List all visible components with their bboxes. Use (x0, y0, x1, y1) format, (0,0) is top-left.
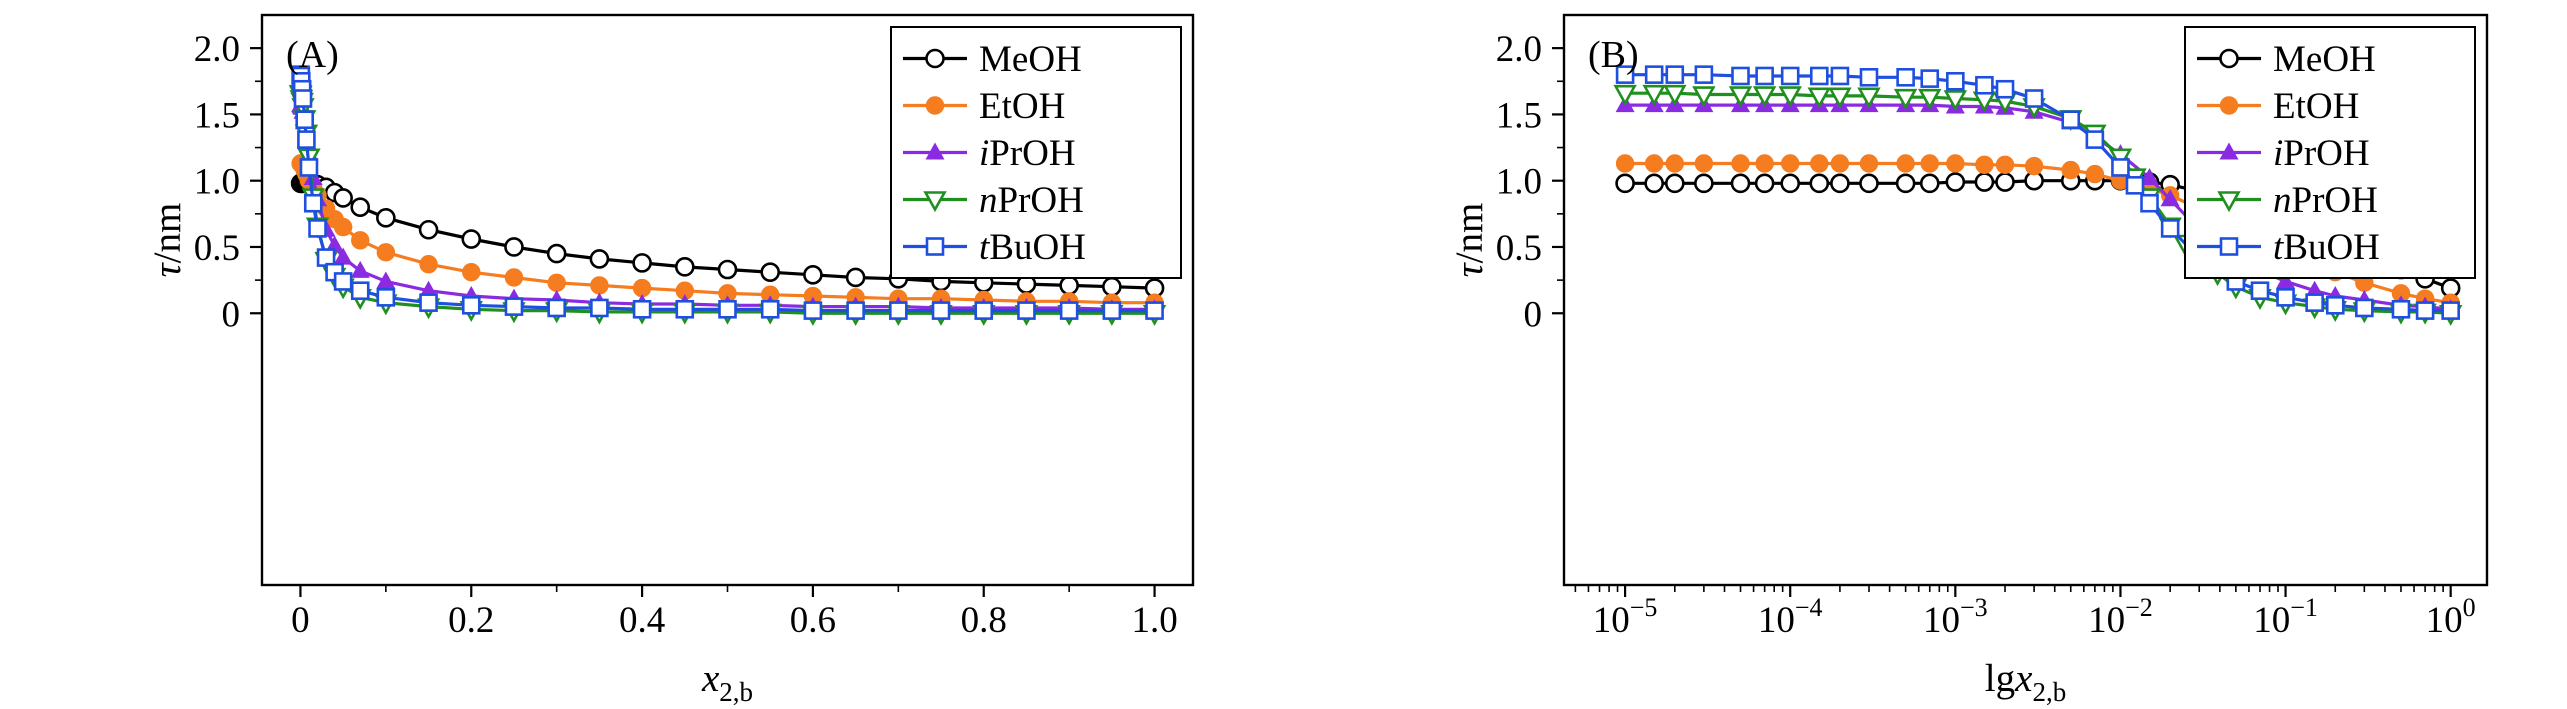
y-axis: 0 0.5 1.0 1.5 2.0 (194, 29, 262, 335)
x-tick-label: 10−1 (2253, 593, 2318, 641)
x-axis: 10−5 10−4 10−3 10−2 10−1 100 (1574, 585, 2476, 641)
chart-panel-a: 0 0.2 0.4 0.6 0.8 1.0 0 0.5 1.0 1.5 2.0 MeOH EtOH iPr… (146, 13, 1195, 707)
panel-B: 10−5 10−4 10−3 10−2 10−1 100 0 0.5 1.0 1.5 2.0 MeOH… (1448, 13, 2489, 707)
legend-label: EtOH (2273, 86, 2359, 127)
legend-item-nPrOH: nPrOH (903, 180, 1084, 221)
legend-item-iPrOH: iPrOH (2197, 133, 2370, 174)
x-axis: 0 0.2 0.4 0.6 0.8 1.0 (291, 585, 1178, 641)
legend-label: nPrOH (979, 180, 1084, 221)
x-tick-label: 10−2 (2088, 593, 2153, 641)
x-axis-title: lgx2,b (1985, 657, 2066, 707)
x-tick-label: 100 (2426, 593, 2476, 641)
chart-panel-b: 10−5 10−4 10−3 10−2 10−1 100 0 0.5 1.0 1.5 2.0 MeOH… (1448, 13, 2489, 707)
legend-item-tBuOH: tBuOH (2197, 227, 2380, 268)
y-tick-label: 1.0 (194, 162, 240, 203)
legend-label: nPrOH (2273, 180, 2378, 221)
x-tick-label: 0.8 (961, 600, 1007, 641)
legend-item-nPrOH: nPrOH (2197, 180, 2378, 221)
plot-frame (1562, 13, 2489, 587)
x-tick-label: 0.6 (790, 600, 836, 641)
y-tick-label: 2.0 (194, 29, 240, 70)
legend: MeOH EtOH iPrOH nPrOH tBuOH (890, 26, 1182, 279)
panel-A: 0 0.2 0.4 0.6 0.8 1.0 0 0.5 1.0 1.5 2.0 MeOH EtOH iPr… (146, 13, 1195, 707)
x-tick-label: 10−3 (1923, 593, 1988, 641)
panel-label: (A) (286, 34, 339, 76)
x-tick-label: 10−5 (1593, 593, 1658, 641)
x-tick-label: 10−4 (1758, 593, 1823, 641)
series-tBuOH-markers (291, 65, 1164, 320)
legend-item-MeOH: MeOH (903, 39, 1082, 80)
y-tick-label: 0.5 (1496, 228, 1542, 269)
legend-item-EtOH: EtOH (903, 86, 1065, 127)
legend-item-iPrOH: iPrOH (903, 133, 1076, 174)
legend-label: tBuOH (2273, 227, 2380, 268)
y-tick-label: 1.5 (1496, 95, 1542, 136)
legend-item-EtOH: EtOH (2197, 86, 2359, 127)
panel-label: (B) (1588, 34, 1639, 76)
legend-label: MeOH (979, 39, 1082, 80)
y-tick-label: 1.5 (194, 95, 240, 136)
y-tick-label: 0 (1524, 294, 1543, 335)
y-tick-label: 0 (222, 294, 241, 335)
x-tick-label: 0.2 (448, 600, 494, 641)
legend-label: iPrOH (2273, 133, 2370, 174)
legend-item-tBuOH: tBuOH (903, 227, 1086, 268)
series-tBuOH-markers (1615, 65, 2460, 320)
legend-label: EtOH (979, 86, 1065, 127)
y-axis: 0 0.5 1.0 1.5 2.0 (1496, 29, 1564, 335)
y-axis-title: τ/nm (146, 203, 189, 278)
x-tick-label: 1.0 (1131, 600, 1177, 641)
legend-label: MeOH (2273, 39, 2376, 80)
x-tick-label: 0.4 (619, 600, 665, 641)
legend-item-MeOH: MeOH (2197, 39, 2376, 80)
y-tick-label: 1.0 (1496, 162, 1542, 203)
legend: MeOH EtOH iPrOH nPrOH tBuOH (2184, 26, 2476, 279)
x-axis-title: x2,b (701, 657, 753, 707)
legend-label: iPrOH (979, 133, 1076, 174)
y-tick-label: 0.5 (194, 228, 240, 269)
y-tick-label: 2.0 (1496, 29, 1542, 70)
legend-label: tBuOH (979, 227, 1086, 268)
x-tick-label: 0 (291, 600, 310, 641)
y-axis-title: τ/nm (1448, 203, 1491, 278)
